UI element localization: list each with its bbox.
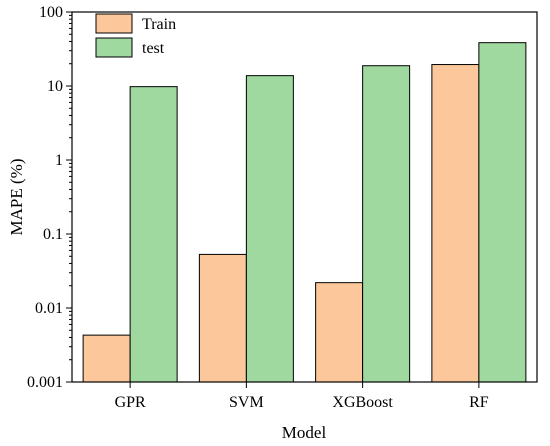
y-tick-label: 10 xyxy=(47,78,63,95)
y-axis: 0.001 0.01 0.1 1 10 100 xyxy=(27,4,72,391)
legend-swatch-train xyxy=(95,13,133,34)
x-axis-label: Model xyxy=(282,423,327,442)
y-tick-label: 0.1 xyxy=(43,226,63,243)
bar-train-rf xyxy=(431,64,480,383)
plot-frame xyxy=(71,11,538,383)
legend-label-train: Train xyxy=(142,16,176,33)
x-axis: GPR SVM XGBoost RF xyxy=(115,382,489,411)
x-tick-label-xgboost: XGBoost xyxy=(332,394,393,411)
legend-swatch-test xyxy=(95,37,133,58)
bar-test-rf xyxy=(478,42,527,383)
x-tick-label-gpr: GPR xyxy=(115,394,146,411)
x-tick-label-svm: SVM xyxy=(229,394,264,411)
y-tick-label: 1 xyxy=(55,152,63,169)
x-tick-label-rf: RF xyxy=(469,394,489,411)
y-tick-label: 100 xyxy=(39,4,63,21)
legend: Train test xyxy=(95,13,176,58)
bar-train-svm xyxy=(198,253,247,383)
y-tick-label: 0.01 xyxy=(35,300,63,317)
legend-label-test: test xyxy=(142,40,165,57)
y-axis-label: MAPE (%) xyxy=(7,159,26,236)
bar-train-xgboost xyxy=(315,282,364,383)
bar-train-gpr xyxy=(82,334,131,383)
bar-test-svm xyxy=(245,75,294,383)
bar-test-gpr xyxy=(129,86,178,383)
y-tick-label: 0.001 xyxy=(27,374,63,391)
bars-layer xyxy=(82,42,527,383)
bar-test-xgboost xyxy=(362,65,411,383)
